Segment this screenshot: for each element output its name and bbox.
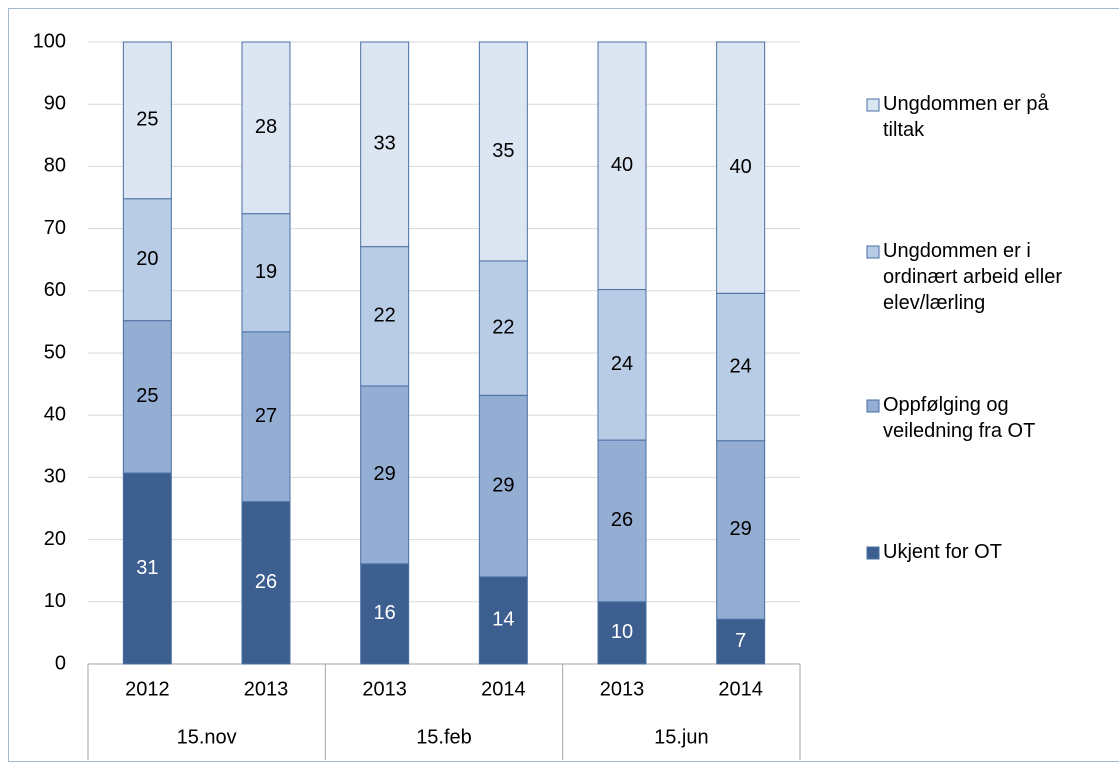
y-tick-label: 40 bbox=[44, 403, 66, 425]
chart-frame bbox=[8, 8, 1119, 762]
bar-segment bbox=[360, 41, 410, 248]
data-label: 10 bbox=[611, 621, 633, 643]
data-label: 29 bbox=[730, 518, 752, 540]
bar-segment bbox=[478, 41, 528, 262]
data-label: 20 bbox=[136, 248, 158, 270]
legend-swatch bbox=[866, 399, 880, 413]
y-tick-label: 70 bbox=[44, 217, 66, 239]
y-tick-label: 80 bbox=[44, 155, 66, 177]
data-label: 40 bbox=[730, 156, 752, 178]
data-label: 24 bbox=[730, 355, 752, 377]
data-label: 25 bbox=[136, 109, 158, 131]
bar-segment bbox=[241, 41, 291, 215]
bar-segment bbox=[478, 260, 528, 396]
bar-segment bbox=[597, 601, 647, 665]
y-tick-label: 30 bbox=[44, 466, 66, 488]
data-label: 22 bbox=[374, 305, 396, 327]
data-label: 25 bbox=[136, 385, 158, 407]
bar-segment bbox=[122, 198, 172, 322]
x-tick-label: 2014 bbox=[718, 678, 763, 700]
bar-segment bbox=[241, 501, 291, 665]
legend-swatch bbox=[866, 245, 880, 259]
x-tick-label: 2013 bbox=[244, 678, 289, 700]
y-tick-label: 10 bbox=[44, 590, 66, 612]
data-label: 28 bbox=[255, 116, 277, 138]
x-tick-label: 2013 bbox=[362, 678, 407, 700]
x-tick-label: 2014 bbox=[481, 678, 526, 700]
data-label: 16 bbox=[374, 602, 396, 624]
bar-segment bbox=[360, 563, 410, 665]
bar-segment bbox=[360, 246, 410, 387]
x-tick-label: 2012 bbox=[125, 678, 170, 700]
data-label: 40 bbox=[611, 154, 633, 176]
y-tick-label: 100 bbox=[33, 30, 66, 52]
bar-segment bbox=[122, 320, 172, 474]
group-label: 15.feb bbox=[416, 726, 472, 748]
data-label: 7 bbox=[735, 630, 746, 652]
data-label: 27 bbox=[255, 405, 277, 427]
bar-segment bbox=[478, 576, 528, 665]
group-label: 15.nov bbox=[177, 726, 237, 748]
data-label: 22 bbox=[492, 316, 514, 338]
x-tick-label: 2013 bbox=[600, 678, 645, 700]
y-tick-label: 60 bbox=[44, 279, 66, 301]
legend-swatch bbox=[866, 98, 880, 112]
bar-segment bbox=[597, 41, 647, 291]
bar-segment bbox=[241, 331, 291, 503]
data-label: 19 bbox=[255, 261, 277, 283]
y-tick-label: 0 bbox=[55, 652, 66, 674]
legend-label: Oppfølging og veiledning fra OT bbox=[883, 394, 1035, 442]
bar-segment bbox=[478, 394, 528, 578]
data-label: 26 bbox=[611, 509, 633, 531]
legend-label: Ungdommen er på tiltak bbox=[883, 93, 1050, 141]
bar-segment bbox=[716, 292, 766, 442]
bar-segment bbox=[122, 41, 172, 200]
y-tick-label: 90 bbox=[44, 92, 66, 114]
bar-segment bbox=[360, 385, 410, 565]
data-label: 24 bbox=[611, 353, 633, 375]
legend-swatch bbox=[866, 546, 880, 560]
bar-segment bbox=[716, 618, 766, 665]
y-tick-label: 50 bbox=[44, 341, 66, 363]
bar-segment bbox=[716, 440, 766, 620]
bar-segment bbox=[122, 472, 172, 665]
data-label: 26 bbox=[255, 571, 277, 593]
data-label: 14 bbox=[492, 609, 514, 631]
y-tick-label: 20 bbox=[44, 528, 66, 550]
group-label: 15.jun bbox=[654, 726, 709, 748]
bar-segment bbox=[597, 289, 647, 441]
data-label: 29 bbox=[492, 474, 514, 496]
bar-segment bbox=[716, 41, 766, 294]
legend-label: Ungdommen er i ordinært arbeid eller elev/… bbox=[883, 240, 1062, 314]
data-label: 33 bbox=[374, 133, 396, 155]
data-label: 29 bbox=[374, 463, 396, 485]
data-label: 31 bbox=[136, 557, 158, 579]
data-label: 35 bbox=[492, 140, 514, 162]
legend-label: Ukjent for OT bbox=[883, 541, 1002, 563]
